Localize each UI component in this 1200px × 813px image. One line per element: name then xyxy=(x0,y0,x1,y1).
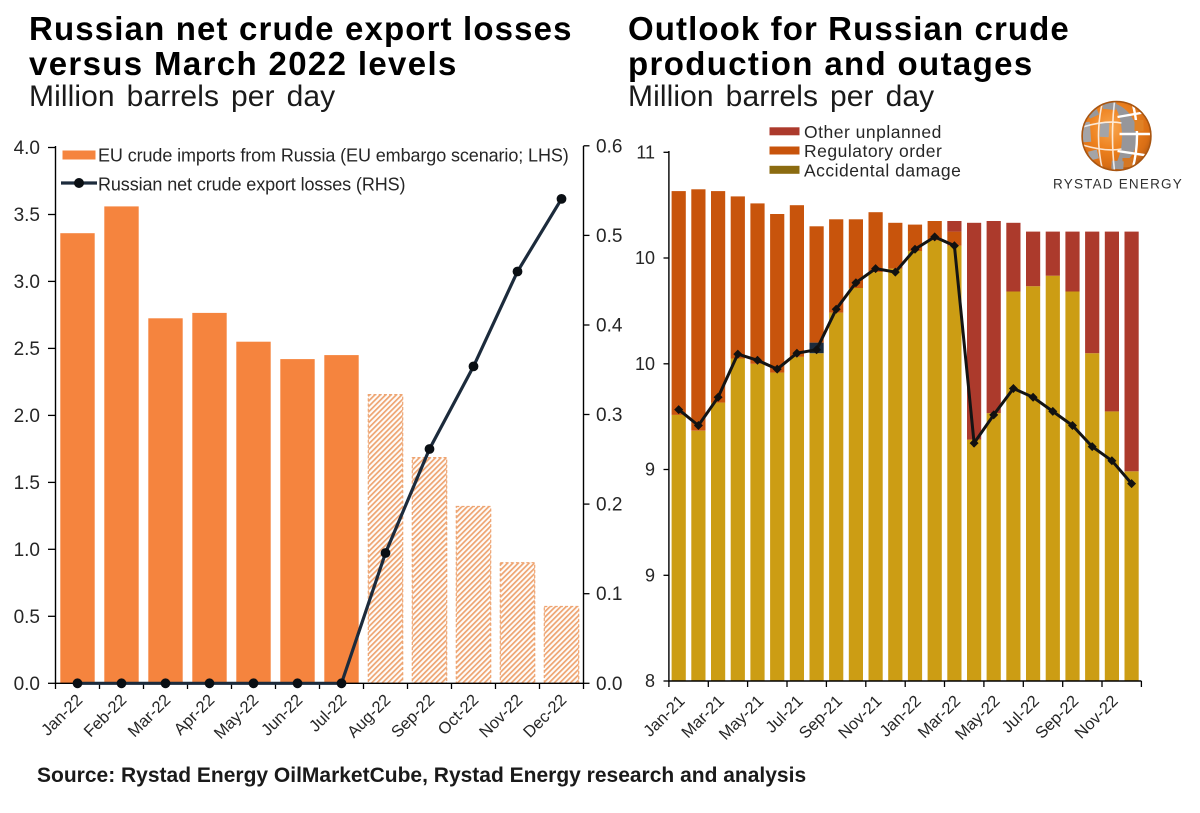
svg-text:Million barrels per day: Million barrels per day xyxy=(29,80,335,113)
svg-text:0.0: 0.0 xyxy=(14,674,40,695)
svg-text:0.0: 0.0 xyxy=(596,674,622,695)
svg-text:Accidental damage: Accidental damage xyxy=(804,160,961,180)
svg-text:Outlook for Russian crude: Outlook for Russian crude xyxy=(628,10,1070,47)
svg-text:RYSTAD ENERGY: RYSTAD ENERGY xyxy=(1053,177,1183,192)
svg-text:10: 10 xyxy=(635,248,655,268)
svg-text:0.4: 0.4 xyxy=(596,316,623,337)
svg-text:0.3: 0.3 xyxy=(596,405,622,426)
svg-text:Source: Rystad Energy OilMarke: Source: Rystad Energy OilMarketCube, Rys… xyxy=(37,764,806,787)
svg-text:Other unplanned: Other unplanned xyxy=(804,122,942,142)
svg-text:Russian net crude export losse: Russian net crude export losses (RHS) xyxy=(98,175,405,195)
svg-text:1.0: 1.0 xyxy=(14,540,40,561)
svg-text:production and outages: production and outages xyxy=(628,45,1034,82)
svg-text:0.5: 0.5 xyxy=(14,607,40,628)
svg-text:3.5: 3.5 xyxy=(14,205,40,226)
svg-text:9: 9 xyxy=(645,565,655,585)
svg-text:8: 8 xyxy=(645,671,655,691)
svg-text:3.0: 3.0 xyxy=(14,272,40,293)
svg-text:1.5: 1.5 xyxy=(14,473,40,494)
svg-text:9: 9 xyxy=(645,460,655,480)
svg-text:Russian net crude export losse: Russian net crude export losses xyxy=(29,10,573,47)
svg-text:0.1: 0.1 xyxy=(596,584,622,605)
svg-text:2.5: 2.5 xyxy=(14,339,40,360)
svg-text:0.5: 0.5 xyxy=(596,226,622,247)
svg-text:Million barrels per day: Million barrels per day xyxy=(628,80,934,113)
svg-text:0.2: 0.2 xyxy=(596,495,622,516)
svg-text:10: 10 xyxy=(635,354,655,374)
svg-text:Regulatory order: Regulatory order xyxy=(804,141,942,161)
svg-text:11: 11 xyxy=(636,142,655,162)
svg-text:EU crude imports from Russia (: EU crude imports from Russia (EU embargo… xyxy=(98,146,569,166)
svg-text:0.6: 0.6 xyxy=(596,136,622,157)
svg-text:versus March 2022 levels: versus March 2022 levels xyxy=(29,45,458,82)
svg-text:4.0: 4.0 xyxy=(14,138,40,159)
svg-text:2.0: 2.0 xyxy=(14,406,40,427)
